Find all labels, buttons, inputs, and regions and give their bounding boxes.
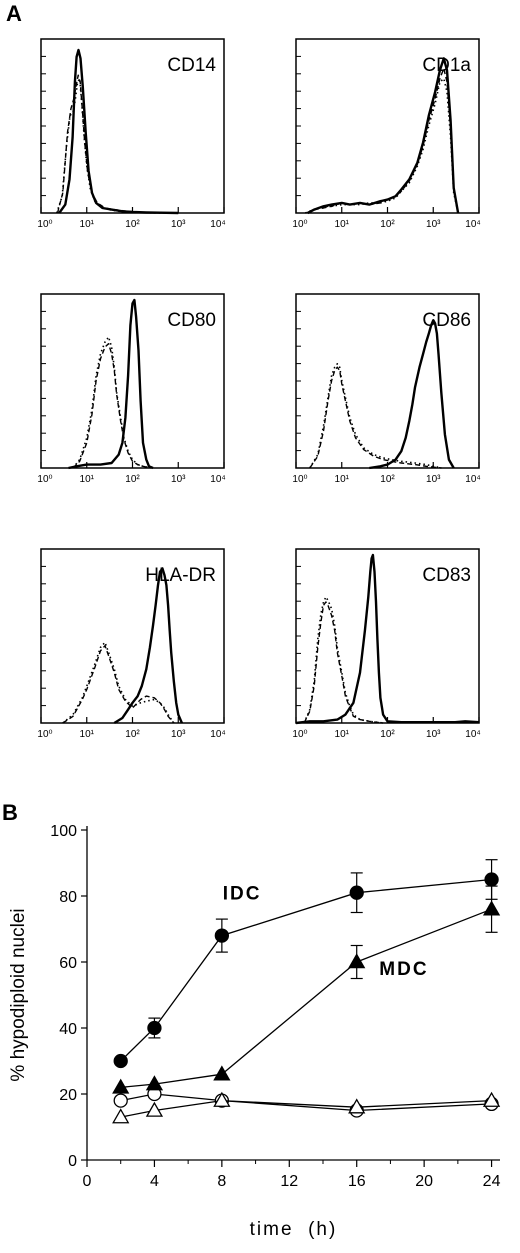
data-point-filled-circle	[484, 872, 499, 887]
data-point-open-circle	[113, 1093, 128, 1108]
series-line-filled-circle	[120, 878, 492, 1062]
data-point-filled-triangle	[145, 1075, 164, 1091]
histogram-cd14: 10⁰ 10¹ 10² 10³ 10⁴ CD14	[37, 38, 226, 230]
apoptosis-time-course-chart: 0 20 40 60 80 100 0 4 8 12 16 20 24 time (h) % hypodip…	[8, 823, 501, 1240]
x-tick-label: 10²	[125, 219, 140, 230]
histogram-series-dotted	[55, 77, 165, 214]
histogram-series-solid	[307, 57, 460, 215]
x-tick-label: 8	[217, 1173, 226, 1190]
y-tick-label: 40	[59, 1021, 77, 1038]
annotation-mdc: MDC	[379, 959, 428, 980]
x-tick-label: 10⁴	[465, 729, 480, 740]
x-tick-label: 10²	[125, 474, 140, 485]
x-tick-label: 10⁴	[210, 219, 225, 230]
histogram-series-dashed	[309, 366, 442, 469]
x-tick-label: 10¹	[80, 729, 95, 740]
histogram-series-dotted	[304, 77, 459, 214]
histogram-series-solid	[113, 567, 184, 725]
x-tick-label: 10³	[426, 474, 441, 485]
series-line-open-circle	[120, 1093, 492, 1112]
histogram-label-cd14: CD14	[167, 55, 216, 76]
x-tick-label: 10¹	[80, 474, 95, 485]
x-tick-label: 10²	[380, 219, 395, 230]
data-point-filled-triangle	[112, 1078, 130, 1094]
annotation-idc: IDC	[223, 883, 262, 904]
x-tick-label: 16	[348, 1173, 366, 1190]
histogram-label-cd86: CD86	[422, 310, 471, 331]
histogram-series-dotted	[62, 641, 175, 724]
y-tick-label: 60	[59, 955, 77, 972]
data-point-open-triangle	[145, 1101, 164, 1117]
x-tick-label: 10¹	[80, 219, 95, 230]
x-tick-label: 10³	[426, 729, 441, 740]
x-tick-label: 10⁴	[210, 729, 225, 740]
x-tick-label: 4	[150, 1173, 159, 1190]
y-tick-label: 100	[50, 823, 77, 840]
data-point-filled-circle	[147, 1020, 162, 1036]
histogram-cd86: 10⁰ 10¹ 10² 10³ 10⁴ CD86	[292, 293, 481, 485]
x-tick-label: 10¹	[335, 474, 350, 485]
panel-a-letter: A	[6, 1, 22, 26]
x-tick-label: 10³	[171, 219, 186, 230]
data-point-open-triangle	[112, 1108, 130, 1124]
x-tick-label: 10³	[171, 474, 186, 485]
x-tick-label: 10²	[380, 474, 395, 485]
histogram-label-cd80: CD80	[167, 310, 216, 331]
y-tick-label: 80	[59, 889, 77, 906]
y-tick-label: 20	[59, 1087, 77, 1104]
x-axis-label: time (h)	[250, 1219, 338, 1240]
histogram-series-solid	[369, 319, 455, 470]
data-point-filled-triangle	[482, 900, 501, 916]
x-tick-label: 12	[280, 1173, 298, 1190]
x-tick-label: 10³	[426, 219, 441, 230]
data-point-open-triangle	[213, 1091, 231, 1107]
data-point-open-triangle	[482, 1091, 501, 1107]
data-point-filled-triangle	[348, 953, 366, 969]
histogram-cd83: 10⁰ 10¹ 10² 10³ 10⁴ CD83	[292, 548, 481, 740]
x-tick-label: 10⁰	[292, 729, 307, 740]
y-axis-label: % hypodiploid nuclei	[8, 908, 29, 1081]
x-tick-label: 10⁴	[465, 219, 480, 230]
data-point-filled-circle	[349, 885, 364, 900]
x-tick-label: 10⁰	[292, 219, 307, 230]
x-tick-label: 10³	[171, 729, 186, 740]
x-tick-label: 10⁴	[465, 474, 480, 485]
histogram-cd1a: 10⁰ 10¹ 10² 10³ 10⁴ CD1a	[292, 38, 481, 230]
histogram-series-dashed	[306, 67, 459, 214]
x-tick-label: 10⁰	[37, 474, 52, 485]
x-tick-label: 20	[415, 1173, 433, 1190]
data-point-filled-circle	[214, 928, 230, 943]
series-line-open-triangle	[120, 1099, 492, 1118]
histogram-cd80: 10⁰ 10¹ 10² 10³ 10⁴ CD80	[37, 293, 226, 485]
histogram-series-dashed	[56, 74, 155, 214]
x-tick-label: 10⁰	[37, 219, 52, 230]
data-point-open-triangle	[348, 1098, 366, 1114]
histogram-series-dashed	[303, 601, 384, 724]
x-tick-label: 10⁰	[292, 474, 307, 485]
x-tick-label: 24	[483, 1173, 501, 1190]
histogram-label-cd1a: CD1a	[422, 55, 471, 76]
histogram-series-dotted	[309, 363, 442, 469]
x-tick-label: 10⁰	[37, 729, 52, 740]
x-tick-label: 10²	[380, 729, 395, 740]
histogram-series-dashed	[62, 644, 175, 724]
histogram-series-solid	[295, 553, 480, 725]
histogram-series-solid	[68, 298, 154, 470]
panel-b-letter: B	[2, 800, 18, 825]
x-tick-label: 10¹	[335, 729, 350, 740]
y-tick-label: 0	[68, 1153, 77, 1170]
data-point-filled-triangle	[213, 1065, 231, 1081]
x-tick-label: 10¹	[335, 219, 350, 230]
x-tick-label: 10²	[125, 729, 140, 740]
histogram-label-hla-dr: HLA-DR	[145, 565, 216, 586]
histogram-series-dotted	[72, 336, 151, 469]
histogram-hla-dr: 10⁰ 10¹ 10² 10³ 10⁴ HLA-DR	[37, 548, 226, 740]
x-tick-label: 0	[83, 1173, 92, 1190]
histogram-series-solid	[58, 48, 179, 215]
histogram-label-cd83: CD83	[422, 565, 471, 586]
x-tick-label: 10⁴	[210, 474, 225, 485]
data-point-filled-circle	[113, 1053, 128, 1069]
